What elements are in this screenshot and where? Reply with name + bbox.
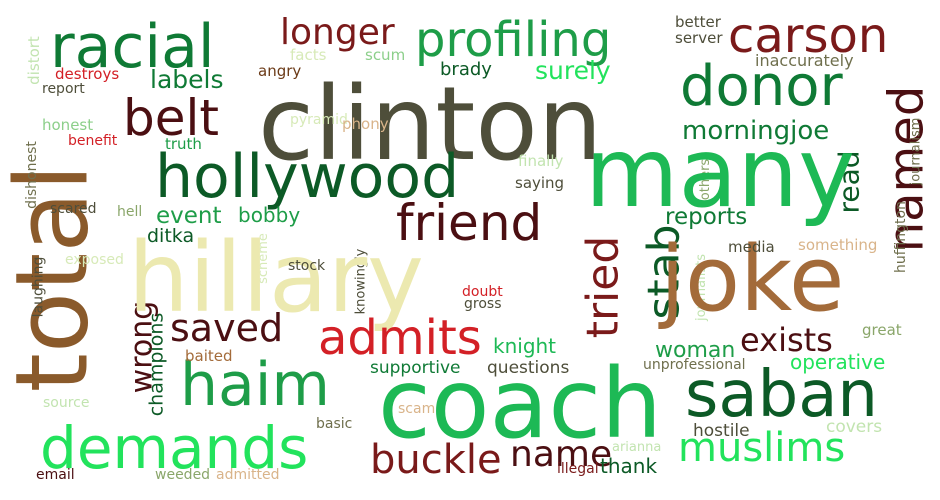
word-media: media [728,238,775,256]
word-exists: exists [740,321,833,359]
word-better: better [675,13,721,31]
word-doubt: doubt [462,284,503,300]
word-saved: saved [170,306,284,350]
word-weeded: weeded [155,467,211,483]
word-muslims: muslims [678,425,846,471]
word-many: many [585,117,855,229]
word-questions: questions [487,358,570,378]
word-illegal: illegal [557,461,599,477]
word-arianna: arianna [612,440,662,455]
word-profiling: profiling [415,12,612,68]
word-event: event [156,203,222,229]
word-operative: operative [790,350,886,374]
word-dishonest: dishonest [23,141,40,209]
word-reports: reports [665,204,748,230]
word-supportive: supportive [370,358,461,378]
word-facts: facts [290,46,327,64]
word-phony: phony [342,115,389,133]
word-great: great [862,321,902,339]
word-friend: friend [396,194,543,252]
word-donor: donor [680,54,843,119]
word-demands: demands [40,414,309,482]
word-scum: scum [365,46,406,64]
word-laughing: laughing [30,256,47,318]
word-buckle: buckle [370,437,502,483]
word-inaccurately: inaccurately [755,51,854,70]
word-baited: baited [185,347,233,365]
word-source: source [43,395,90,411]
word-hell: hell [117,204,143,220]
word-brady: brady [440,59,492,80]
word-report: report [42,81,85,97]
word-admitted: admitted [216,467,280,483]
word-truth: truth [165,135,202,153]
word-journalism: journalism [908,117,924,186]
word-gross: gross [464,296,502,312]
word-scam: scam [398,401,436,417]
word-name: name [510,434,613,475]
word-woman: woman [655,338,736,363]
word-joke: joke [660,227,845,332]
word-benefit: benefit [68,133,118,149]
word-something: something [798,236,878,254]
word-ditka: ditka [147,225,195,247]
word-admits: admits [318,310,482,366]
word-racial: racial [50,12,215,82]
word-knight: knight [493,334,557,358]
word-honest: honest [42,116,94,134]
word-stock: stock [288,258,326,274]
word-basic: basic [316,416,353,432]
word-hollywood: hollywood [155,142,460,212]
word-pyramid: pyramid [290,112,348,128]
word-email: email [36,467,75,483]
word-total: total [0,163,111,393]
word-longer: longer [280,12,395,53]
word-coach: coach [378,348,662,460]
word-bobby: bobby [238,203,301,227]
word-haim: haim [180,350,330,420]
word-carson: carson [728,8,889,64]
word-labels: labels [150,65,224,94]
word-scared: scared [50,201,97,217]
word-thank: thank [600,454,658,478]
word-saying: saying [515,174,565,192]
word-belt: belt [123,89,219,147]
word-surely: surely [535,56,611,85]
word-unprofessional: unprofessional [643,357,746,373]
word-huffington: huffington [892,201,909,273]
word-covers: covers [826,417,883,437]
word-server: server [675,29,723,47]
word-hillary: hillary [128,222,424,334]
word-exposed: exposed [65,252,124,268]
word-destroys: destroys [55,65,120,83]
word-hostile: hostile [693,421,750,441]
word-tried: tried [577,235,629,339]
word-distort: distort [24,36,43,85]
word-morningjoe: morningjoe [682,116,830,146]
word-angry: angry [258,62,302,80]
word-finally: finally [518,152,564,170]
word-saban: saban [685,358,878,432]
word-clinton: clinton [258,65,603,184]
